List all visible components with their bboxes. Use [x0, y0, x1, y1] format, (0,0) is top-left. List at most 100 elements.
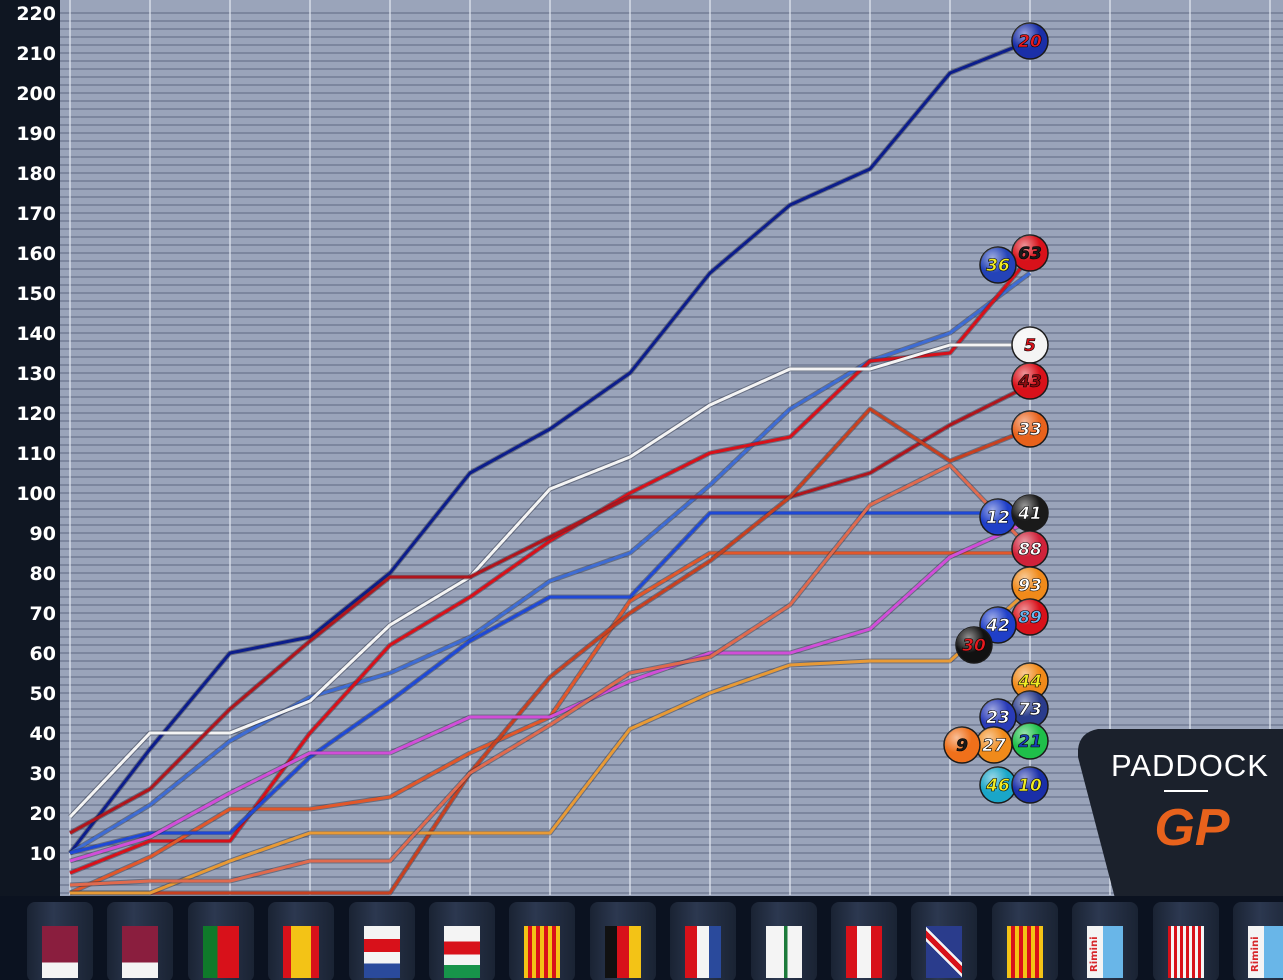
rider-marker-63: 63: [1011, 234, 1049, 272]
rider-marker-43: 43: [1011, 362, 1049, 400]
series-line-rider-20: [68, 39, 1031, 854]
round-flag-tile: [509, 902, 576, 980]
y-tick-label: 30: [30, 763, 56, 785]
y-tick-label: 10: [30, 843, 56, 865]
rider-number: 42: [985, 616, 1010, 636]
flag-france: [363, 926, 400, 978]
series-line-rider-12: [69, 511, 1030, 855]
rider-number: 88: [1018, 540, 1042, 560]
flag-germany: [604, 926, 641, 978]
rider-marker-shine: [980, 767, 1016, 803]
rider-number: 43: [1017, 372, 1042, 392]
rider-marker-41: 41: [1011, 494, 1049, 532]
rider-number: 36: [986, 256, 1010, 276]
rider-marker-shine: [1012, 495, 1048, 531]
y-axis-panel: [0, 0, 60, 900]
flag-san-marino: [1248, 926, 1283, 978]
y-tick-label: 140: [16, 323, 56, 345]
rider-number: 89: [1018, 608, 1042, 628]
rider-marker-10: 10: [1011, 766, 1049, 804]
rider-number: 21: [1018, 732, 1042, 752]
round-flag-tile: [670, 902, 737, 980]
logo-title: PADDOCK: [1110, 748, 1269, 783]
logo-rule: [1164, 790, 1208, 792]
flag-portugal: [202, 926, 239, 978]
series-line-rider-93: [70, 587, 1032, 895]
series-line-rider-43: [69, 383, 1031, 835]
y-tick-label: 50: [30, 683, 56, 705]
rider-marker-shine: [980, 699, 1016, 735]
rider-marker-shine: [1012, 691, 1048, 727]
points-chart-svg: 10 20 30 40 50 60 70 80 90 100 110 120 130 140 150 160 1…: [0, 0, 1283, 900]
rider-marker-shine: [1012, 327, 1048, 363]
flag-qatar: [122, 926, 159, 978]
rider-number: 33: [1018, 420, 1042, 440]
y-tick-label: 160: [16, 243, 56, 265]
rider-number: 10: [1018, 776, 1042, 796]
flag-styria: [765, 926, 802, 978]
series-line-rider-88: [69, 519, 1031, 863]
rider-marker-9: 9: [943, 726, 981, 764]
rider-marker-44: 44: [1011, 662, 1049, 700]
y-tick-label: 220: [16, 3, 56, 25]
y-tick-label: 60: [30, 643, 56, 665]
rider-marker-93: 93: [1011, 566, 1049, 604]
rider-marker-88: 88: [1011, 530, 1049, 568]
rider-number: 44: [1017, 672, 1042, 692]
grid-minor: [60, 12, 1283, 894]
y-tick-label: 200: [16, 83, 56, 105]
rider-marker-shine: [944, 727, 980, 763]
rider-marker-36: 36: [979, 246, 1017, 284]
rider-marker-89: 89: [1011, 598, 1049, 636]
y-tick-label: 90: [30, 523, 56, 545]
rider-marker-shine: [1012, 767, 1048, 803]
round-flag-tile: Rimini: [1233, 902, 1283, 980]
series-line-rider-41: [70, 407, 1031, 895]
grid-vertical: [69, 0, 1271, 895]
round-flag-tile: [268, 902, 335, 980]
rider-marker-shine: [1012, 235, 1048, 271]
rider-number: 12: [986, 508, 1010, 528]
flag-catalunya: [524, 926, 561, 978]
rider-marker-27: 27: [975, 726, 1013, 764]
rider-marker-shine: [1012, 599, 1048, 635]
round-flag-tile: [348, 902, 415, 980]
rider-marker-5: 5: [1011, 326, 1049, 364]
rider-number: 46: [985, 776, 1010, 796]
y-tick-label: 100: [16, 483, 56, 505]
round-flag-tile: [107, 902, 174, 980]
flag-spain: [283, 926, 320, 978]
rider-marker-12: 12: [979, 498, 1017, 536]
flag-label: Rimini: [1250, 936, 1261, 972]
rider-number: 5: [1024, 336, 1036, 356]
flag-netherlands: [685, 926, 722, 978]
flag-italy: [444, 926, 480, 978]
y-tick-label: 170: [16, 203, 56, 225]
rider-marker-shine: [1012, 23, 1048, 59]
round-flag-tile: [831, 902, 897, 980]
flag-austria: [846, 926, 882, 978]
rider-marker-shine: [956, 627, 992, 663]
rider-marker-shine: [1012, 531, 1048, 567]
round-flag-tile: [750, 902, 817, 980]
rider-marker-73: 73: [1011, 690, 1049, 728]
logo-subtitle: GP: [1154, 799, 1230, 857]
y-tick-label: 210: [16, 43, 56, 65]
rider-number: 9: [956, 736, 968, 756]
round-flag-tile: [187, 902, 254, 980]
flag-label: Rimini: [1089, 936, 1101, 972]
flag-usa: [1167, 926, 1204, 978]
rider-marker-21: 21: [1011, 722, 1049, 760]
rider-marker-shine: [1012, 411, 1048, 447]
y-tick-label: 20: [30, 803, 56, 825]
y-tick-label: 180: [16, 163, 56, 185]
y-tick-label: 40: [30, 723, 56, 745]
flag-aragon: [1006, 926, 1043, 978]
round-flags-bar: Rimini Rimini: [0, 896, 1283, 980]
rider-marker-shine: [976, 727, 1012, 763]
rider-marker-shine: [1012, 567, 1048, 603]
rider-marker-30: 30: [955, 626, 993, 664]
y-tick-label: 80: [30, 563, 56, 585]
